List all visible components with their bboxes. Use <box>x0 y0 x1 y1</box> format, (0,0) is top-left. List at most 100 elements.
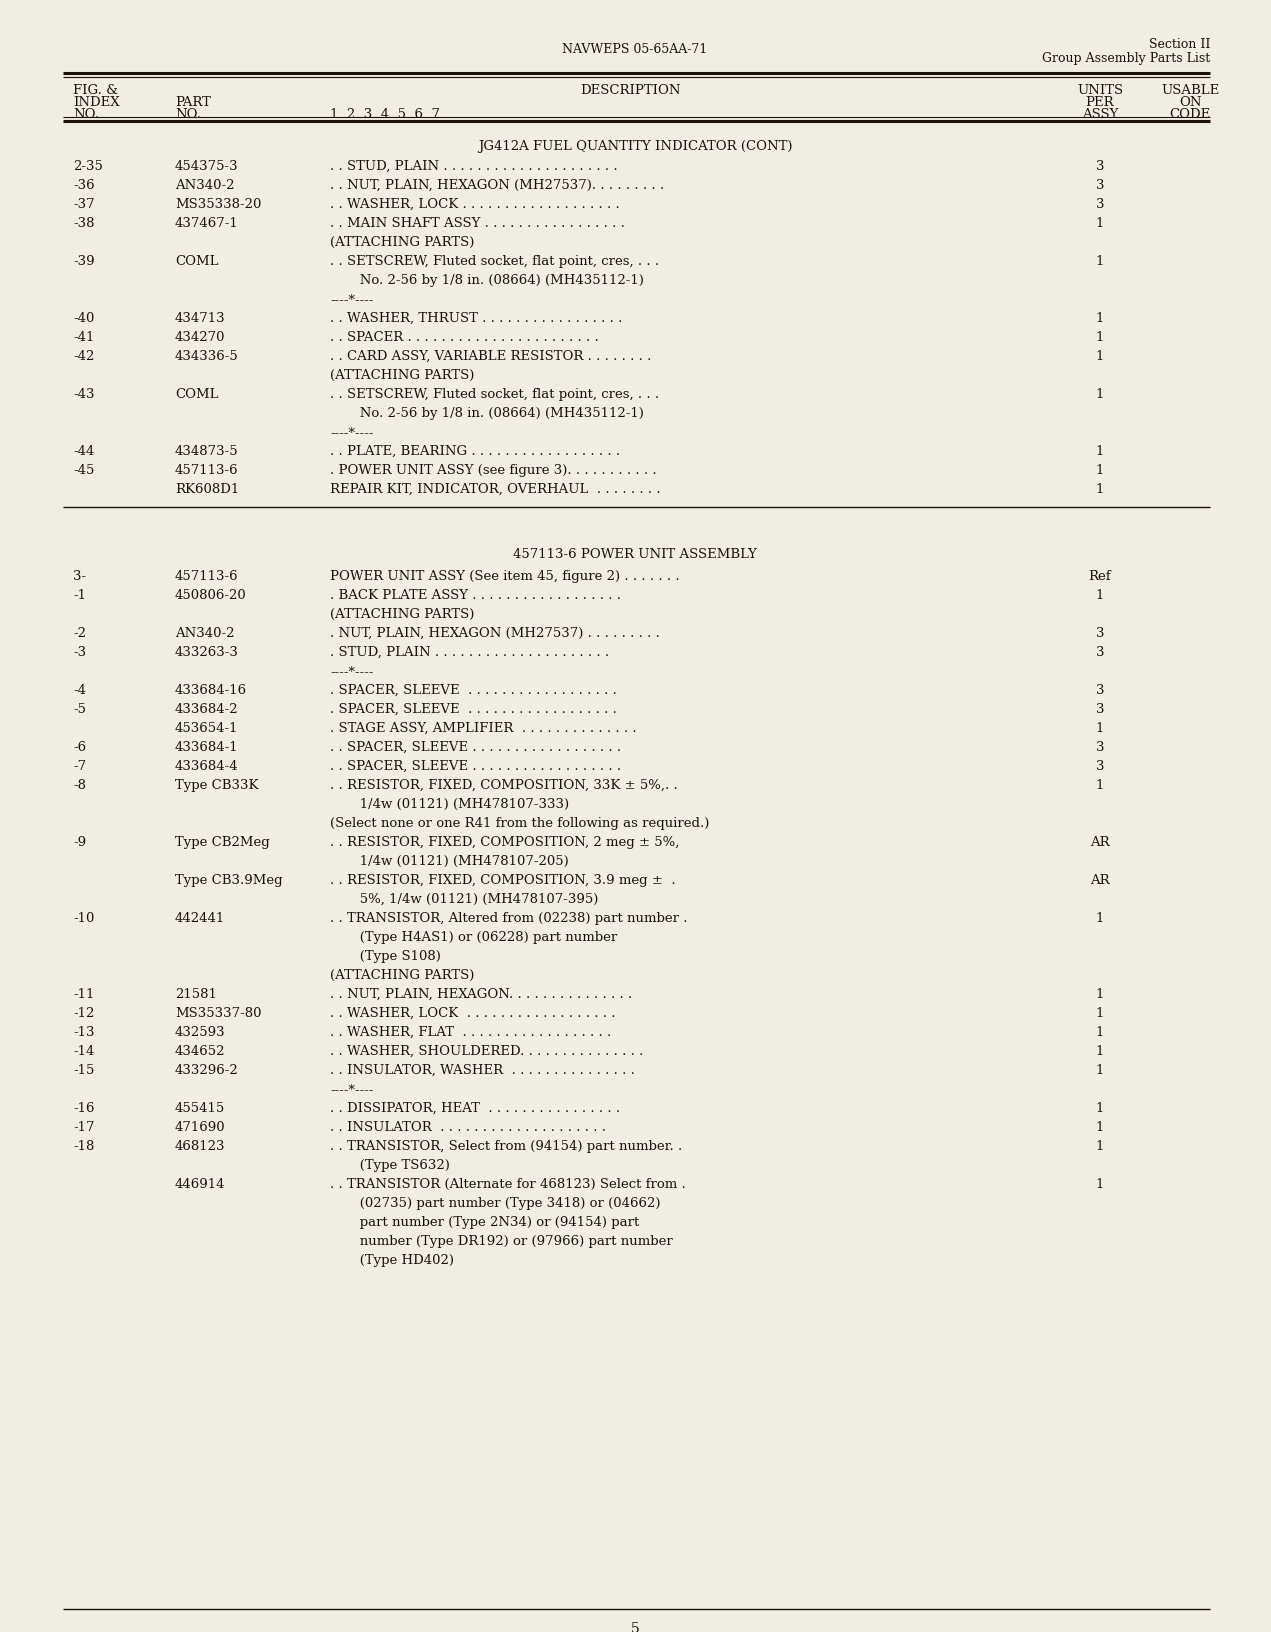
Text: -14: -14 <box>72 1044 94 1058</box>
Text: . . SPACER . . . . . . . . . . . . . . . . . . . . . . .: . . SPACER . . . . . . . . . . . . . . .… <box>330 331 599 344</box>
Text: (ATTACHING PARTS): (ATTACHING PARTS) <box>330 968 474 981</box>
Text: . . NUT, PLAIN, HEXAGON. . . . . . . . . . . . . . .: . . NUT, PLAIN, HEXAGON. . . . . . . . .… <box>330 987 632 1000</box>
Text: -16: -16 <box>72 1102 94 1115</box>
Text: . . INSULATOR, WASHER  . . . . . . . . . . . . . . .: . . INSULATOR, WASHER . . . . . . . . . … <box>330 1064 636 1077</box>
Text: JG412A FUEL QUANTITY INDICATOR (CONT): JG412A FUEL QUANTITY INDICATOR (CONT) <box>478 140 792 153</box>
Text: . . SPACER, SLEEVE . . . . . . . . . . . . . . . . . .: . . SPACER, SLEEVE . . . . . . . . . . .… <box>330 741 622 754</box>
Text: 450806-20: 450806-20 <box>175 589 247 602</box>
Text: 434713: 434713 <box>175 312 226 325</box>
Text: 1: 1 <box>1096 255 1104 268</box>
Text: 1: 1 <box>1096 483 1104 496</box>
Text: Group Assembly Parts List: Group Assembly Parts List <box>1042 52 1210 65</box>
Text: -42: -42 <box>72 349 94 362</box>
Text: ----*----: ----*---- <box>330 1082 374 1095</box>
Text: 3-: 3- <box>72 570 86 583</box>
Text: . . WASHER, LOCK . . . . . . . . . . . . . . . . . . .: . . WASHER, LOCK . . . . . . . . . . . .… <box>330 197 620 211</box>
Text: . . SETSCREW, Fluted socket, flat point, cres, . . .: . . SETSCREW, Fluted socket, flat point,… <box>330 388 660 401</box>
Text: ON: ON <box>1178 96 1201 109</box>
Text: 1: 1 <box>1096 1044 1104 1058</box>
Text: 1  2  3  4  5  6  7: 1 2 3 4 5 6 7 <box>330 108 440 121</box>
Text: 1/4w (01121) (MH478107-205): 1/4w (01121) (MH478107-205) <box>330 855 568 868</box>
Text: . . RESISTOR, FIXED, COMPOSITION, 3.9 meg ±  .: . . RESISTOR, FIXED, COMPOSITION, 3.9 me… <box>330 873 676 886</box>
Text: 3: 3 <box>1096 646 1104 659</box>
Text: . . DISSIPATOR, HEAT  . . . . . . . . . . . . . . . .: . . DISSIPATOR, HEAT . . . . . . . . . .… <box>330 1102 620 1115</box>
Text: 468123: 468123 <box>175 1139 225 1152</box>
Text: RK608D1: RK608D1 <box>175 483 239 496</box>
Text: NO.: NO. <box>175 108 201 121</box>
Text: 5%, 1/4w (01121) (MH478107-395): 5%, 1/4w (01121) (MH478107-395) <box>330 893 599 906</box>
Text: 432593: 432593 <box>175 1025 226 1038</box>
Text: COML: COML <box>175 255 219 268</box>
Text: (Type HD402): (Type HD402) <box>330 1253 454 1266</box>
Text: . NUT, PLAIN, HEXAGON (MH27537) . . . . . . . . .: . NUT, PLAIN, HEXAGON (MH27537) . . . . … <box>330 627 660 640</box>
Text: . . CARD ASSY, VARIABLE RESISTOR . . . . . . . .: . . CARD ASSY, VARIABLE RESISTOR . . . .… <box>330 349 651 362</box>
Text: (ATTACHING PARTS): (ATTACHING PARTS) <box>330 607 474 620</box>
Text: -45: -45 <box>72 463 94 477</box>
Text: . . SPACER, SLEEVE . . . . . . . . . . . . . . . . . .: . . SPACER, SLEEVE . . . . . . . . . . .… <box>330 759 622 772</box>
Text: -12: -12 <box>72 1007 94 1020</box>
Text: -7: -7 <box>72 759 86 772</box>
Text: . SPACER, SLEEVE  . . . . . . . . . . . . . . . . . .: . SPACER, SLEEVE . . . . . . . . . . . .… <box>330 684 616 697</box>
Text: CODE: CODE <box>1169 108 1210 121</box>
Text: . . NUT, PLAIN, HEXAGON (MH27537). . . . . . . . .: . . NUT, PLAIN, HEXAGON (MH27537). . . .… <box>330 180 665 193</box>
Text: 433684-16: 433684-16 <box>175 684 247 697</box>
Text: . . TRANSISTOR, Select from (94154) part number. .: . . TRANSISTOR, Select from (94154) part… <box>330 1139 683 1152</box>
Text: AR: AR <box>1091 836 1110 849</box>
Text: AN340-2: AN340-2 <box>175 627 235 640</box>
Text: -2: -2 <box>72 627 86 640</box>
Text: Ref: Ref <box>1089 570 1111 583</box>
Text: 471690: 471690 <box>175 1120 226 1133</box>
Text: -15: -15 <box>72 1064 94 1077</box>
Text: . . RESISTOR, FIXED, COMPOSITION, 33K ± 5%,. .: . . RESISTOR, FIXED, COMPOSITION, 33K ± … <box>330 778 677 792</box>
Text: . STUD, PLAIN . . . . . . . . . . . . . . . . . . . . .: . STUD, PLAIN . . . . . . . . . . . . . … <box>330 646 609 659</box>
Text: 457113-6 POWER UNIT ASSEMBLY: 457113-6 POWER UNIT ASSEMBLY <box>513 548 758 561</box>
Text: -37: -37 <box>72 197 94 211</box>
Text: 1: 1 <box>1096 331 1104 344</box>
Text: (Select none or one R41 from the following as required.): (Select none or one R41 from the followi… <box>330 816 709 829</box>
Text: 3: 3 <box>1096 197 1104 211</box>
Text: 433263-3: 433263-3 <box>175 646 239 659</box>
Text: 3: 3 <box>1096 180 1104 193</box>
Text: 442441: 442441 <box>175 911 225 924</box>
Text: 1: 1 <box>1096 778 1104 792</box>
Text: ----*----: ----*---- <box>330 426 374 439</box>
Text: 1: 1 <box>1096 911 1104 924</box>
Text: Type CB2Meg: Type CB2Meg <box>175 836 269 849</box>
Text: 2-35: 2-35 <box>72 160 103 173</box>
Text: MS35337-80: MS35337-80 <box>175 1007 262 1020</box>
Text: 1: 1 <box>1096 589 1104 602</box>
Text: 3: 3 <box>1096 627 1104 640</box>
Text: -36: -36 <box>72 180 94 193</box>
Text: . . SETSCREW, Fluted socket, flat point, cres, . . .: . . SETSCREW, Fluted socket, flat point,… <box>330 255 660 268</box>
Text: Type CB3.9Meg: Type CB3.9Meg <box>175 873 282 886</box>
Text: FIG. &: FIG. & <box>72 83 118 96</box>
Text: 3: 3 <box>1096 702 1104 715</box>
Text: No. 2-56 by 1/8 in. (08664) (MH435112-1): No. 2-56 by 1/8 in. (08664) (MH435112-1) <box>330 406 644 419</box>
Text: 437467-1: 437467-1 <box>175 217 239 230</box>
Text: 1: 1 <box>1096 1102 1104 1115</box>
Text: 3: 3 <box>1096 741 1104 754</box>
Text: 1: 1 <box>1096 1064 1104 1077</box>
Text: . . MAIN SHAFT ASSY . . . . . . . . . . . . . . . . .: . . MAIN SHAFT ASSY . . . . . . . . . . … <box>330 217 625 230</box>
Text: . . STUD, PLAIN . . . . . . . . . . . . . . . . . . . . .: . . STUD, PLAIN . . . . . . . . . . . . … <box>330 160 618 173</box>
Text: 1: 1 <box>1096 388 1104 401</box>
Text: 5: 5 <box>630 1621 639 1632</box>
Text: PER: PER <box>1085 96 1115 109</box>
Text: No. 2-56 by 1/8 in. (08664) (MH435112-1): No. 2-56 by 1/8 in. (08664) (MH435112-1) <box>330 274 644 287</box>
Text: -40: -40 <box>72 312 94 325</box>
Text: 21581: 21581 <box>175 987 217 1000</box>
Text: ASSY: ASSY <box>1082 108 1118 121</box>
Text: 1: 1 <box>1096 312 1104 325</box>
Text: -10: -10 <box>72 911 94 924</box>
Text: 457113-6: 457113-6 <box>175 463 239 477</box>
Text: ----*----: ----*---- <box>330 664 374 677</box>
Text: (ATTACHING PARTS): (ATTACHING PARTS) <box>330 369 474 382</box>
Text: number (Type DR192) or (97966) part number: number (Type DR192) or (97966) part numb… <box>330 1234 672 1247</box>
Text: 1: 1 <box>1096 463 1104 477</box>
Text: 433684-2: 433684-2 <box>175 702 239 715</box>
Text: COML: COML <box>175 388 219 401</box>
Text: -11: -11 <box>72 987 94 1000</box>
Text: -9: -9 <box>72 836 86 849</box>
Text: Section II: Section II <box>1149 38 1210 51</box>
Text: 1: 1 <box>1096 349 1104 362</box>
